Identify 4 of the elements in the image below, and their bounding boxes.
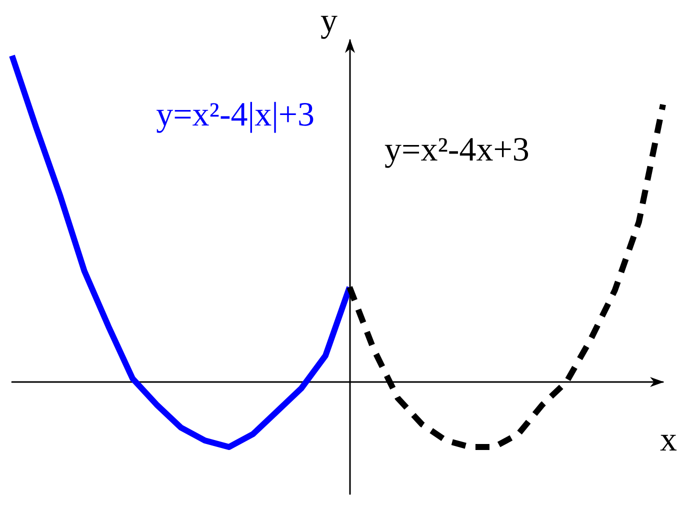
x-axis-title: x bbox=[660, 421, 677, 458]
text: y=x²-4x+3 bbox=[384, 132, 530, 168]
text: y=x²-4|x|+3 bbox=[156, 96, 315, 134]
y-axis-title: y bbox=[320, 2, 338, 40]
